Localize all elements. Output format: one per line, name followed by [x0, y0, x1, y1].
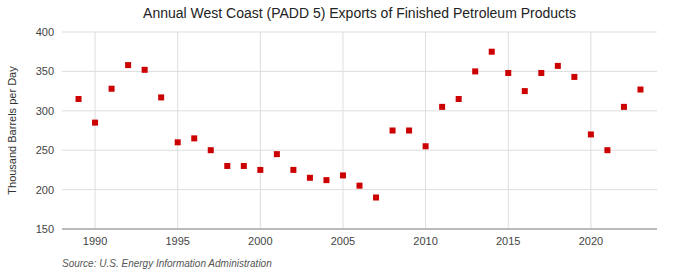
y-grid-line	[62, 32, 657, 33]
point	[571, 74, 577, 80]
point	[555, 63, 561, 69]
point	[109, 86, 115, 92]
point	[142, 67, 148, 73]
point	[274, 151, 280, 157]
point	[472, 68, 478, 74]
y-tick-label: 200	[36, 184, 54, 196]
y-tick-label: 400	[36, 26, 54, 38]
x-tick-label: 2005	[331, 235, 355, 247]
point	[175, 139, 181, 145]
x-grid-line	[590, 32, 591, 229]
point	[505, 70, 511, 76]
point	[423, 143, 429, 149]
y-grid-line	[62, 71, 657, 72]
x-tick-label: 1990	[83, 235, 107, 247]
point	[224, 163, 230, 169]
x-tick-label: 2000	[248, 235, 272, 247]
point	[323, 177, 329, 183]
x-grid-line	[342, 32, 343, 229]
x-tick-label: 2020	[579, 235, 603, 247]
y-grid-line	[62, 110, 657, 111]
chart: 150 200 250 300 350 400 1990 1995 2000 2005 2010 20…	[0, 0, 675, 275]
y-axis-label: Thousand Barrels per Day	[6, 66, 18, 195]
points	[76, 49, 644, 201]
y-tick-label: 150	[36, 223, 54, 235]
point	[340, 172, 346, 178]
point	[621, 104, 627, 110]
point	[637, 87, 643, 93]
point	[125, 62, 131, 68]
source: Source: U.S. Energy Information Administ…	[62, 258, 272, 269]
y-tick-label: 300	[36, 105, 54, 117]
point	[439, 104, 445, 110]
point	[158, 94, 164, 100]
x-tick-label: 2010	[413, 235, 437, 247]
point	[92, 120, 98, 126]
point	[257, 167, 263, 173]
x-tick-label: 2015	[496, 235, 520, 247]
point	[307, 175, 313, 181]
y-tick-label: 250	[36, 144, 54, 156]
point	[588, 131, 594, 137]
point	[489, 49, 495, 55]
point	[406, 128, 412, 134]
point	[373, 194, 379, 200]
grid	[62, 32, 657, 229]
x-grid-line	[508, 32, 509, 229]
point	[604, 147, 610, 153]
y-grid-line	[62, 150, 657, 151]
point	[76, 96, 82, 102]
x-grid-line	[177, 32, 178, 229]
point	[357, 183, 363, 189]
point	[522, 88, 528, 94]
x-axis-line	[62, 229, 657, 230]
x-tick-label: 1995	[165, 235, 189, 247]
y-tick-label: 350	[36, 65, 54, 77]
point	[191, 135, 197, 141]
point	[390, 128, 396, 134]
point	[208, 147, 214, 153]
point	[538, 70, 544, 76]
title: Annual West Coast (PADD 5) Exports of Fi…	[143, 5, 576, 21]
point	[241, 163, 247, 169]
point	[290, 167, 296, 173]
x-grid-line	[260, 32, 261, 229]
x-grid-line	[425, 32, 426, 229]
point	[456, 96, 462, 102]
y-grid-line	[62, 229, 657, 230]
y-grid-line	[62, 189, 657, 190]
x-grid-line	[95, 32, 96, 229]
